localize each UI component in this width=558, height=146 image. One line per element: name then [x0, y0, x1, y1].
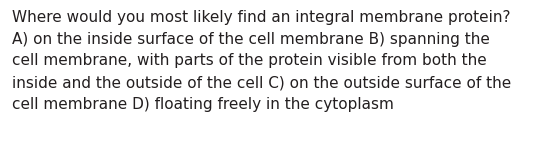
Text: Where would you most likely find an integral membrane protein?
A) on the inside : Where would you most likely find an inte…	[12, 10, 512, 112]
